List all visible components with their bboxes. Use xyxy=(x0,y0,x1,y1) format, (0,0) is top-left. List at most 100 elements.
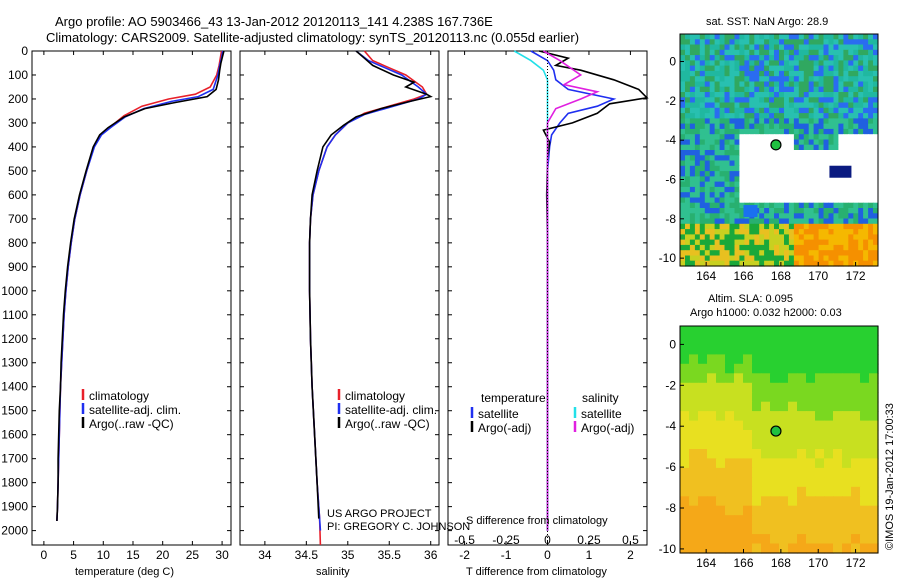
map-cell xyxy=(774,49,780,56)
map-cell xyxy=(793,255,800,262)
figure-title-line1: Argo profile: AO 5903466_43 13-Jan-2012 … xyxy=(55,14,493,29)
map-cell xyxy=(734,44,740,51)
map-cell xyxy=(734,181,740,188)
map-cell xyxy=(823,76,829,83)
map-cell xyxy=(863,81,869,88)
map-cell xyxy=(714,192,721,199)
map-cell xyxy=(680,326,690,337)
map-cell xyxy=(853,250,859,257)
map-cell xyxy=(873,123,879,130)
map-cell xyxy=(815,354,825,365)
map-cell xyxy=(749,113,755,119)
map-cell xyxy=(842,449,852,460)
map-cell xyxy=(842,373,852,384)
map-cell xyxy=(769,197,775,204)
map-cell xyxy=(689,458,699,469)
map-cell xyxy=(797,515,807,526)
map-cell xyxy=(851,430,861,441)
map-cell xyxy=(714,208,721,214)
map-cell xyxy=(749,134,755,141)
map-cell xyxy=(704,60,711,67)
map-cell xyxy=(729,49,735,56)
map-cell xyxy=(754,186,760,193)
map-cell xyxy=(754,139,760,146)
map-cell xyxy=(818,155,825,162)
legend-label: satellite xyxy=(478,407,519,421)
map-cell xyxy=(694,155,701,162)
map-cell xyxy=(806,505,816,516)
map-cell xyxy=(694,44,701,51)
map-cell xyxy=(853,144,859,151)
map-cell xyxy=(744,113,750,119)
map-cell xyxy=(764,150,770,156)
map-cell xyxy=(838,60,844,67)
map-cell xyxy=(689,97,696,104)
map-cell xyxy=(734,477,744,488)
map-cell xyxy=(868,86,874,93)
map-cell xyxy=(770,505,780,516)
map-cell xyxy=(788,234,795,241)
map-cell xyxy=(853,97,859,104)
map-cell xyxy=(784,70,790,77)
map-cell xyxy=(798,213,805,220)
map-cell xyxy=(869,420,879,431)
map-cell xyxy=(685,223,691,230)
map-cell xyxy=(694,139,701,146)
map-cell xyxy=(724,44,730,51)
map-cell xyxy=(769,49,775,56)
map-cell xyxy=(729,60,735,67)
map-cell xyxy=(770,534,780,545)
map-cell xyxy=(842,392,852,403)
map-cell xyxy=(764,60,770,67)
map-cell xyxy=(798,223,805,230)
map-cell xyxy=(769,186,775,193)
map-cell xyxy=(729,134,735,141)
map-cell xyxy=(704,70,711,77)
map-cell xyxy=(842,496,852,507)
map-cell xyxy=(868,239,874,246)
map-cell xyxy=(719,128,726,135)
map-cell xyxy=(774,113,780,119)
map-cell xyxy=(798,144,805,151)
map-cell xyxy=(694,60,701,67)
map-cell xyxy=(815,326,825,337)
map-cell xyxy=(716,458,726,469)
map-cell xyxy=(860,486,870,497)
map-cell xyxy=(719,70,726,77)
map-cell xyxy=(739,186,745,193)
map-cell xyxy=(680,97,686,104)
map-cell xyxy=(813,234,820,241)
map-cell xyxy=(680,344,690,355)
map-cell xyxy=(719,181,726,188)
map-cell xyxy=(744,102,750,109)
map-cell xyxy=(843,160,849,167)
map-cell xyxy=(754,60,760,67)
map-cell xyxy=(815,401,825,412)
map-cell xyxy=(716,430,726,441)
map-cell xyxy=(869,439,879,450)
map-cell xyxy=(828,160,834,167)
map-cell xyxy=(734,155,740,162)
map-cell xyxy=(754,76,760,83)
map-cell xyxy=(784,234,790,241)
map-cell xyxy=(803,86,810,93)
map-cell xyxy=(868,181,874,188)
map-cell xyxy=(680,113,686,119)
salinity-panel: 34 34.5 35 35.5 36climatologysatellite-adj. … xyxy=(239,50,440,562)
map-cell xyxy=(848,239,854,246)
map-cell xyxy=(689,176,696,183)
map-cell xyxy=(873,250,879,257)
map-cell xyxy=(833,496,843,507)
map-cell xyxy=(764,197,770,204)
map-cell xyxy=(729,118,735,125)
map-cell xyxy=(863,92,869,98)
map-cell xyxy=(744,49,750,56)
map-cell xyxy=(868,234,874,241)
map-cell xyxy=(793,139,800,146)
map-cell xyxy=(739,208,745,214)
map-cell xyxy=(719,92,726,98)
map-cell xyxy=(818,218,825,225)
map-cell xyxy=(704,208,711,214)
map-cell xyxy=(784,218,790,225)
map-cell xyxy=(774,260,780,267)
